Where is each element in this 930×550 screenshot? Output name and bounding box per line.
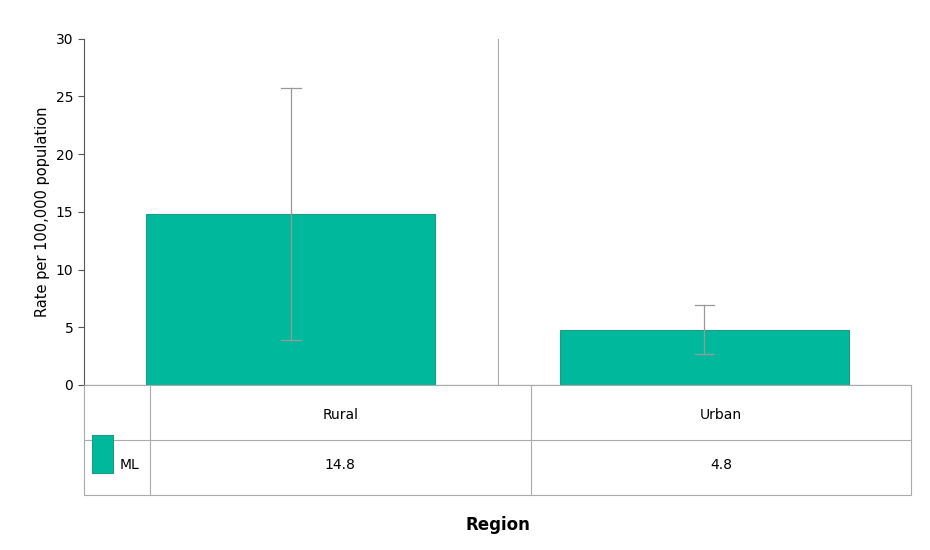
Text: 4.8: 4.8: [710, 458, 732, 472]
Bar: [146, 214, 435, 385]
Y-axis label: Rate per 100,000 population: Rate per 100,000 population: [35, 107, 50, 317]
Text: 14.8: 14.8: [325, 458, 355, 472]
Text: ML: ML: [119, 458, 140, 472]
Text: Region: Region: [465, 515, 530, 534]
Text: Rural: Rural: [323, 408, 358, 422]
Bar: [560, 329, 849, 385]
Text: Urban: Urban: [700, 408, 742, 422]
Bar: [92, 434, 113, 473]
